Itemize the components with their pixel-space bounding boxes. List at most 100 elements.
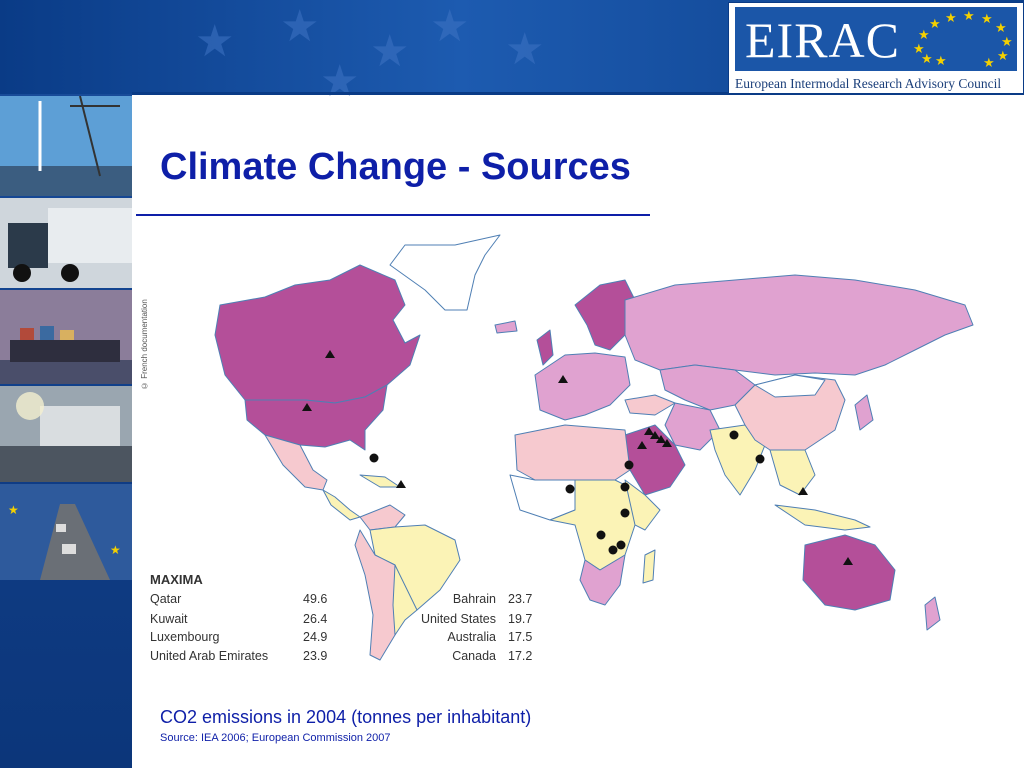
star-icon: ★ xyxy=(918,28,930,43)
banner-star-icon: ★ xyxy=(320,56,360,107)
marker-somalia-icon xyxy=(620,508,630,518)
madagascar-region xyxy=(642,549,656,584)
list-item-value: 17.2 xyxy=(508,649,533,663)
maxima-heading: MAXIMA xyxy=(150,572,203,587)
list-item: Australia xyxy=(390,630,496,644)
arabia-region xyxy=(624,424,686,496)
caribbean-region xyxy=(359,474,401,488)
marker-bahrain-icon xyxy=(650,431,660,439)
marker-bangladesh-icon xyxy=(755,454,765,464)
star-icon: ★ xyxy=(1001,35,1013,50)
marker-kuwait-icon xyxy=(644,427,654,435)
maxima-country: Kuwait xyxy=(150,612,188,626)
new-zealand-region xyxy=(924,596,941,631)
world-emissions-map xyxy=(214,234,974,661)
andes-region xyxy=(354,529,406,661)
marker-canada-icon xyxy=(325,350,335,358)
list-item-value: 26.4 xyxy=(303,612,328,626)
western-europe-region xyxy=(534,352,631,421)
marker-afghanistan-icon xyxy=(729,430,739,440)
marker-trinidad-icon xyxy=(396,480,406,488)
maxima-country: United States xyxy=(420,612,496,626)
left-photo-column: ★ ★ xyxy=(0,0,132,768)
banner-star-icon: ★ xyxy=(370,26,410,77)
star-icon: ★ xyxy=(921,52,933,67)
star-icon: ★ xyxy=(981,12,993,27)
star-icon: ★ xyxy=(963,9,975,24)
list-item: United States xyxy=(390,612,496,626)
list-item-value: 24.9 xyxy=(303,630,328,644)
maxima-country: Australia xyxy=(447,630,496,644)
list-item: Kuwait xyxy=(150,612,188,626)
star-icon: ★ xyxy=(983,56,995,71)
svg-text:★: ★ xyxy=(110,543,121,557)
banner-star-icon: ★ xyxy=(505,24,545,75)
crane-photo xyxy=(0,96,132,196)
list-item: Luxembourg xyxy=(150,630,220,644)
uk-region xyxy=(536,329,554,366)
marker-congo-icon xyxy=(596,530,606,540)
star-icon: ★ xyxy=(913,42,925,57)
highway-photo: ★ ★ xyxy=(0,484,132,580)
venezuela-region xyxy=(359,504,406,531)
star-icon: ★ xyxy=(997,49,1009,64)
marker-gulf-icon xyxy=(637,441,647,449)
central-america-region xyxy=(322,489,361,521)
banner-star-icon: ★ xyxy=(280,1,320,52)
iceland-region xyxy=(494,320,518,334)
star-icon: ★ xyxy=(945,11,957,26)
marker-qatar-icon xyxy=(656,435,666,443)
list-item: Canada xyxy=(390,649,496,663)
canada-region xyxy=(214,264,421,404)
southeast-asia-region xyxy=(769,449,816,496)
southern-africa-region xyxy=(579,554,626,606)
maxima-country: Canada xyxy=(452,649,496,663)
west-africa-region xyxy=(509,474,576,521)
star-icon: ★ xyxy=(929,17,941,32)
logo-wordmark: EIRAC xyxy=(745,12,900,68)
marker-usa-icon xyxy=(302,403,312,411)
banner-star-icon: ★ xyxy=(195,16,235,67)
marker-chad-icon xyxy=(565,484,575,494)
list-item-value: 19.7 xyxy=(508,612,533,626)
north-africa-region xyxy=(514,424,631,481)
eirac-logo: EIRAC ★ ★ ★ ★ ★ ★ ★ ★ ★ ★ ★ ★ European I… xyxy=(728,2,1024,94)
marker-eritrea-icon xyxy=(624,460,634,470)
title-underline xyxy=(136,214,650,216)
marker-luxembourg-icon xyxy=(558,375,568,383)
list-item-value: 23.9 xyxy=(303,649,328,663)
australia-region xyxy=(802,534,896,611)
mexico-region xyxy=(264,434,328,491)
marker-brunei-icon xyxy=(798,487,808,495)
list-item: Qatar xyxy=(150,592,181,606)
iran-region xyxy=(664,402,721,451)
maxima-country: Luxembourg xyxy=(150,630,220,644)
map-source: Source: IEA 2006; European Commission 20… xyxy=(160,732,391,744)
maxima-country: Qatar xyxy=(150,592,182,606)
japan-region xyxy=(854,394,874,431)
trailer-photo xyxy=(0,386,132,482)
marker-malawi-icon xyxy=(608,545,618,555)
map-markers xyxy=(302,350,853,565)
list-item-value: 23.7 xyxy=(508,592,533,606)
marker-australia-icon xyxy=(843,557,853,565)
ship-photo xyxy=(0,290,132,384)
marker-haiti-icon xyxy=(369,453,379,463)
logo-subtitle: European Intermodal Research Advisory Co… xyxy=(735,76,1002,91)
maxima-country: Bahrain xyxy=(452,592,496,606)
logo-panel: EIRAC ★ ★ ★ ★ ★ ★ ★ ★ ★ ★ ★ ★ xyxy=(735,7,1017,71)
map-caption: CO2 emissions in 2004 (tonnes per inhabi… xyxy=(160,707,532,727)
russia-region xyxy=(624,274,974,376)
east-africa-region xyxy=(624,479,661,531)
star-icon: ★ xyxy=(995,21,1007,36)
indonesia-region xyxy=(774,504,871,531)
list-item-value: 17.5 xyxy=(508,630,533,644)
marker-ethiopia-icon xyxy=(620,482,630,492)
southern-cone-region xyxy=(392,564,418,636)
list-item: United Arab Emirates xyxy=(150,649,268,663)
truck-photo xyxy=(0,198,132,288)
banner-star-icon: ★ xyxy=(430,1,470,52)
mongolia-region xyxy=(754,374,826,398)
greenland-region xyxy=(389,234,501,311)
svg-text:★: ★ xyxy=(8,503,19,517)
